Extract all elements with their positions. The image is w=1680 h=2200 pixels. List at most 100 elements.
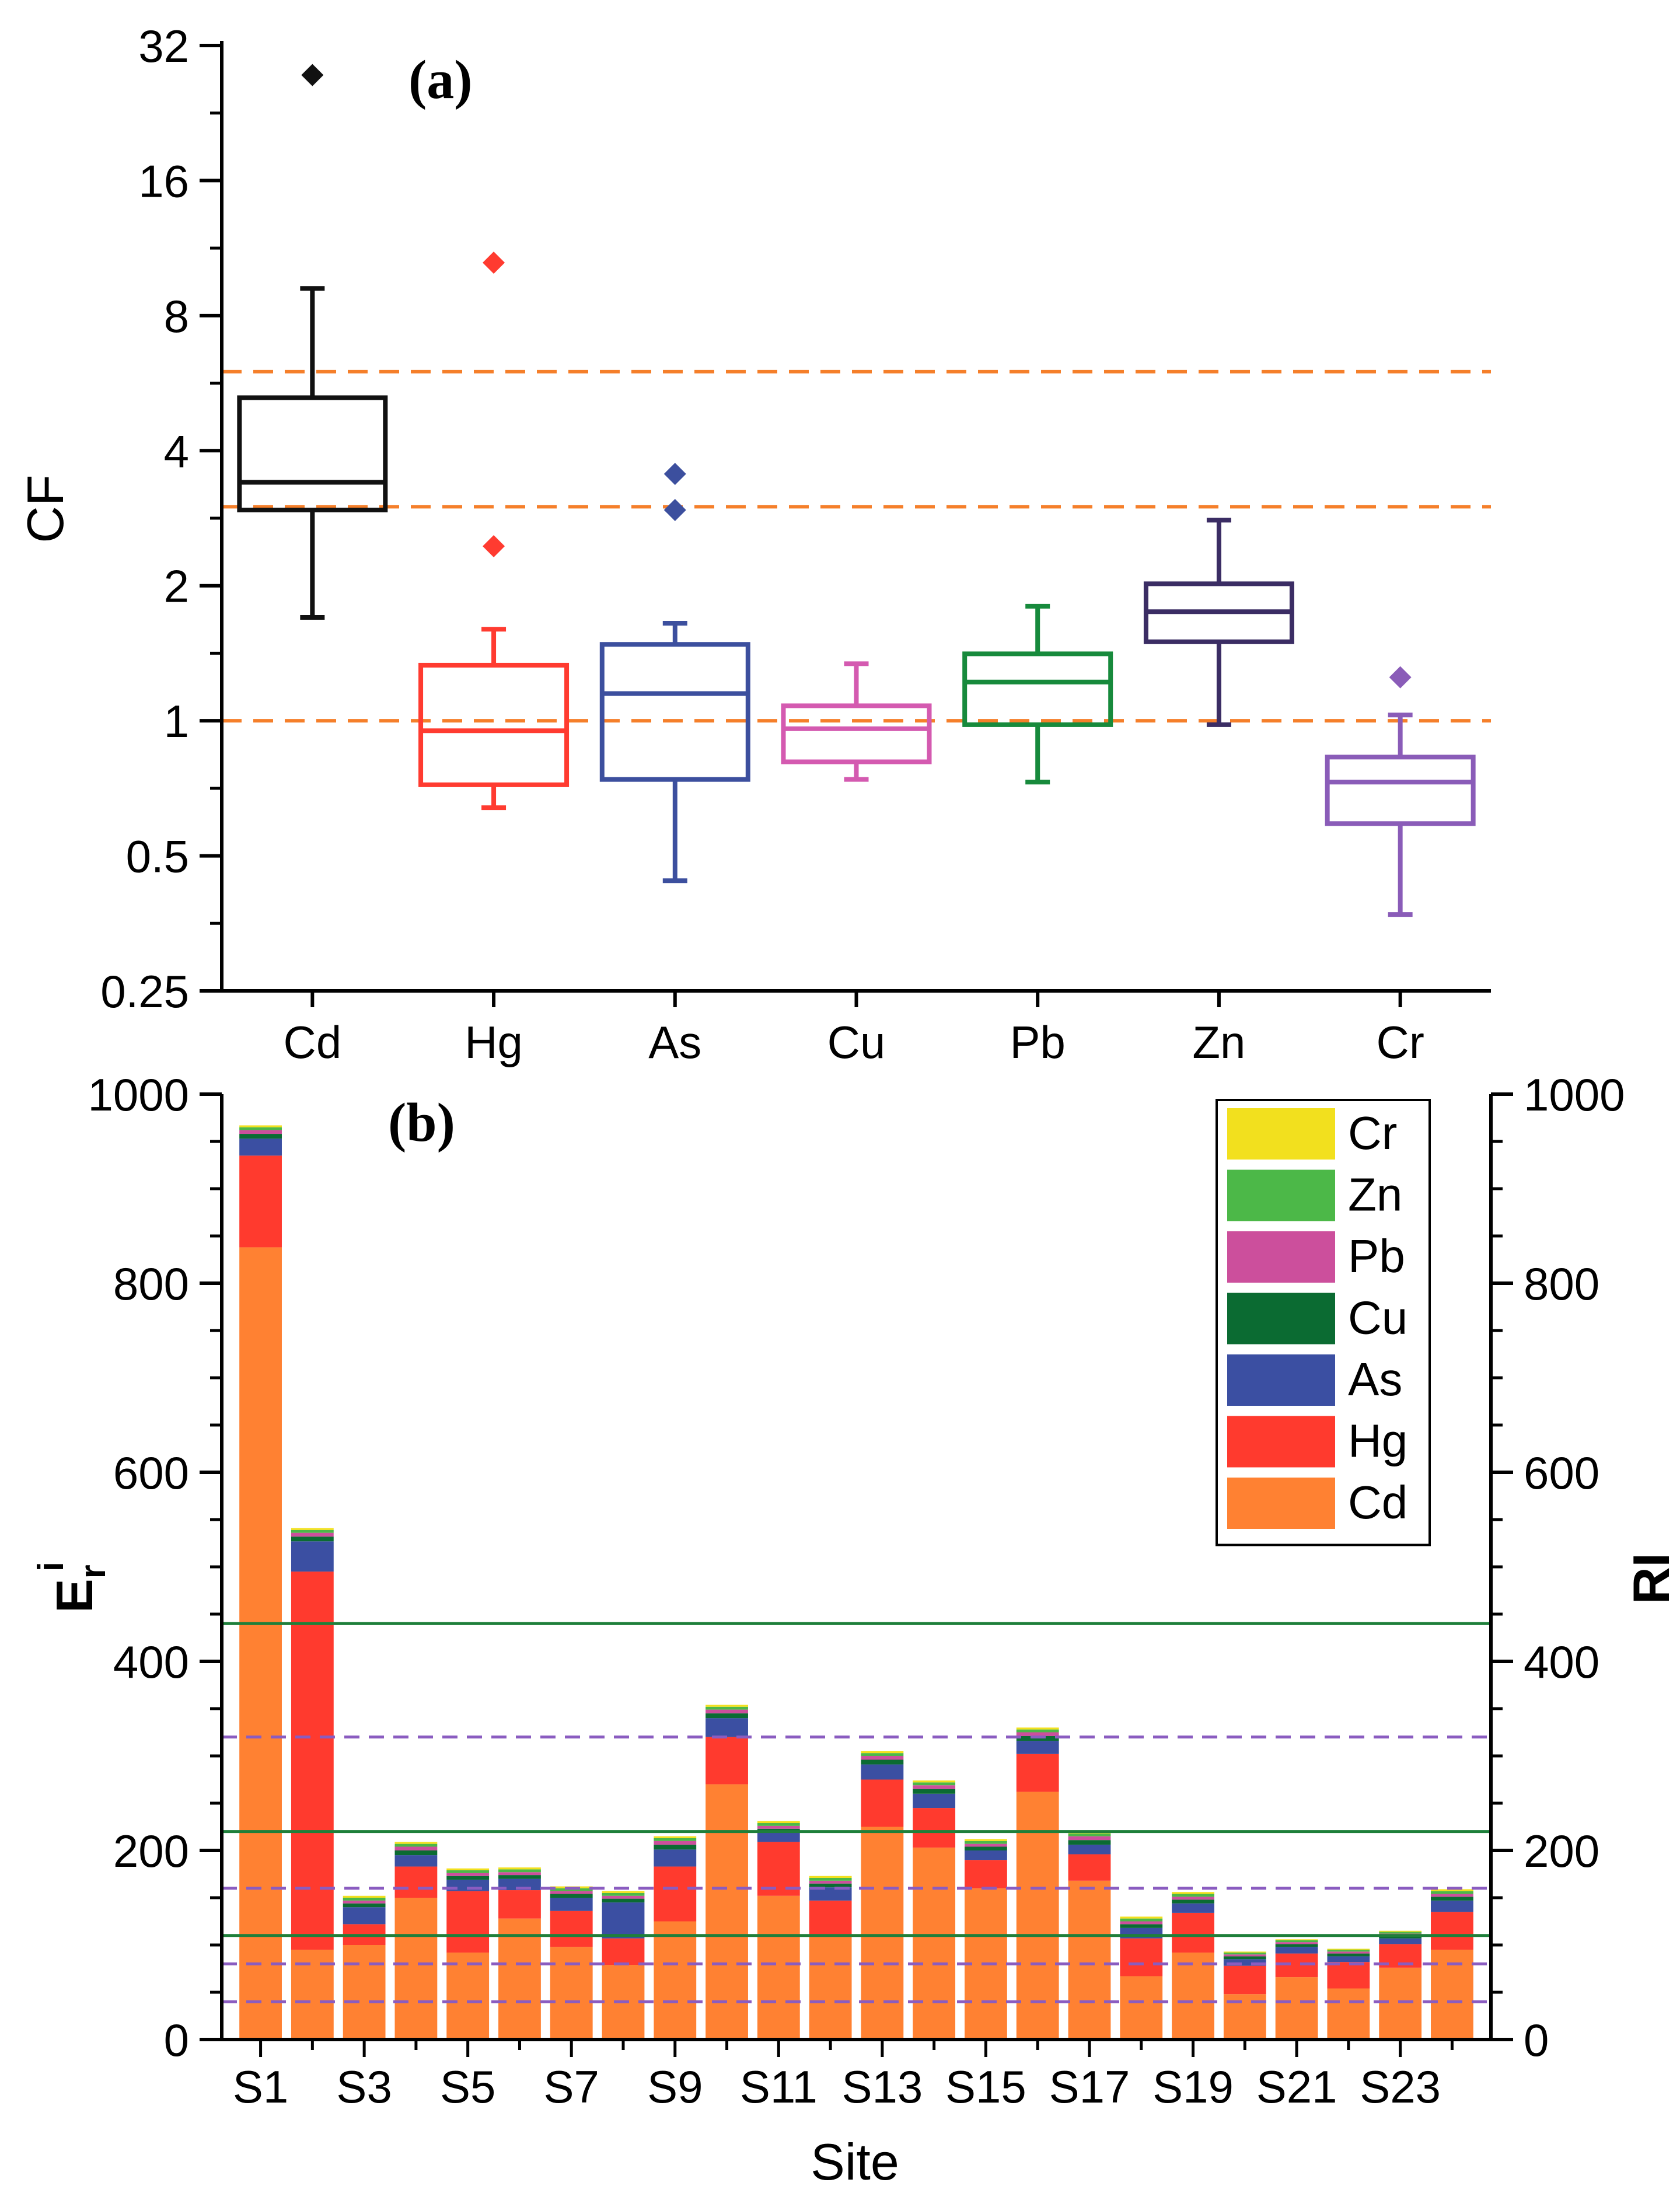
b-segment-as (705, 1718, 748, 1737)
b-y-tick-label-left: 600 (113, 1447, 189, 1499)
b-y-axis-title-main: E (46, 1579, 103, 1613)
a-x-tick-label: Cd (283, 1017, 341, 1068)
b-segment-pb (291, 1532, 334, 1537)
b-segment-as (1016, 1741, 1059, 1754)
b-segment-cd (861, 1827, 904, 2040)
b-segment-cr (291, 1528, 334, 1530)
b-segment-zn (239, 1127, 282, 1130)
b-segment-pb (1120, 1921, 1163, 1925)
b-segment-zn (1275, 1940, 1318, 1943)
b-segment-zn (1327, 1950, 1370, 1952)
b-bar-s16 (1016, 1727, 1059, 2040)
b-segment-as (1068, 1845, 1111, 1855)
b-segment-cd (1327, 1988, 1370, 2040)
b-bar-s9 (654, 1836, 697, 2040)
b-segment-cu (1223, 1956, 1266, 1960)
b-segment-cr (1172, 1892, 1214, 1894)
b-segment-hg (1327, 1962, 1370, 1989)
b-y-tick-label-left: 0 (164, 2014, 189, 2066)
b-segment-pb (654, 1841, 697, 1845)
b-segment-zn (913, 1782, 956, 1786)
a-x-ticks: Cd Hg As Cu Pb Zn Cr (283, 991, 1424, 1068)
b-segment-as (1431, 1900, 1473, 1912)
b-legend-swatch-hg (1227, 1416, 1335, 1468)
b-segment-cu (809, 1883, 852, 1888)
a-y-ticks: 0.25 0.5 1 2 4 8 16 32 (100, 20, 222, 1017)
b-segment-as (343, 1907, 386, 1925)
b-segment-cd (654, 1921, 697, 2040)
b-legend-label-zn: Zn (1348, 1169, 1402, 1221)
b-segment-cd (1275, 1977, 1318, 2040)
b-segment-pb (809, 1880, 852, 1884)
b-x-tick-label: S21 (1256, 2061, 1337, 2112)
b-segment-hg (705, 1737, 748, 1785)
b-bar-s15 (965, 1839, 1007, 2040)
b-y-tick-label-right: 200 (1524, 1825, 1599, 1877)
b-segment-pb (602, 1895, 645, 1899)
panel-a-box-plot: 0.25 0.5 1 2 4 8 16 32 Cd Hg As Cu Pb Zn Cr CF (a) (16, 20, 1491, 1068)
b-legend-label-cd: Cd (1348, 1476, 1407, 1528)
b-segment-as (1327, 1956, 1370, 1962)
b-segment-cr (343, 1895, 386, 1898)
a-outlier-0 (663, 498, 686, 521)
b-segment-cr (498, 1867, 541, 1870)
b-segment-cu (239, 1134, 282, 1139)
b-segment-as (239, 1139, 282, 1156)
b-y-ticks-left: 0 200 400 600 800 1000 (88, 1069, 222, 2066)
b-segment-hg (602, 1938, 645, 1965)
b-bar-s17 (1068, 1831, 1111, 2040)
b-segment-zn (394, 1843, 438, 1847)
b-y-ticks-right: 0 200 400 600 800 1000 (1491, 1069, 1625, 2066)
b-legend-swatch-cd (1227, 1478, 1335, 1529)
b-segment-pb (550, 1891, 593, 1894)
b-segment-zn (1172, 1894, 1214, 1897)
b-x-tick-label: S11 (740, 2061, 818, 2112)
b-x-tick-label: S3 (336, 2061, 392, 2112)
b-segment-pb (498, 1872, 541, 1876)
b-bar-s3 (343, 1895, 386, 2040)
a-box-iqr (1325, 755, 1476, 826)
b-x-tick-label: S5 (440, 2061, 495, 2112)
b-y-tick-label-right: 800 (1524, 1258, 1599, 1309)
b-segment-cr (1016, 1727, 1059, 1730)
a-x-tick-label: Hg (464, 1017, 523, 1068)
b-segment-cd (757, 1895, 800, 2040)
b-segment-cd (394, 1898, 438, 2040)
a-box-iqr (418, 662, 570, 787)
b-segment-cu (965, 1846, 1007, 1850)
b-y-axis-title-sub: r (73, 1565, 113, 1579)
b-y-tick-label-left: 200 (113, 1825, 189, 1877)
b-segment-as (394, 1855, 438, 1867)
b-segment-pb (1172, 1897, 1214, 1900)
b-y-tick-label-right: 400 (1524, 1636, 1599, 1688)
b-x-tick-label: S9 (647, 2061, 703, 2112)
b-segment-cd (446, 1952, 490, 2040)
b-bar-s4 (394, 1842, 438, 2040)
b-segment-cu (291, 1536, 334, 1542)
b-segment-cd (1068, 1880, 1111, 2040)
b-segment-zn (809, 1877, 852, 1881)
b-bar-s14 (913, 1780, 956, 2040)
a-x-tick-label: Pb (1010, 1017, 1066, 1068)
b-segment-cu (1120, 1924, 1163, 1928)
b-y-axis-title-sup: i (31, 1562, 71, 1572)
b-y-axis-title: Eri (31, 1562, 113, 1613)
b-segment-hg (861, 1779, 904, 1827)
a-box-iqr (962, 651, 1113, 727)
b-segment-as (861, 1764, 904, 1780)
b-y-tick-label-left: 800 (113, 1258, 189, 1309)
a-boxes (237, 64, 1476, 917)
a-box-cd (237, 64, 388, 620)
b-segment-as (291, 1541, 334, 1572)
b-segment-as (1379, 1938, 1422, 1944)
b-segment-as (550, 1898, 593, 1911)
b-x-tick-label: S15 (945, 2061, 1026, 2112)
b-x-tick-label: S13 (841, 2061, 923, 2112)
b-legend-swatch-zn (1227, 1169, 1335, 1221)
b-segment-hg (550, 1911, 593, 1947)
b-segment-zn (602, 1892, 645, 1896)
b-segment-as (809, 1887, 852, 1901)
b-segment-cu (1068, 1840, 1111, 1845)
b-segment-cr (705, 1705, 748, 1707)
b-segment-hg (654, 1866, 697, 1922)
